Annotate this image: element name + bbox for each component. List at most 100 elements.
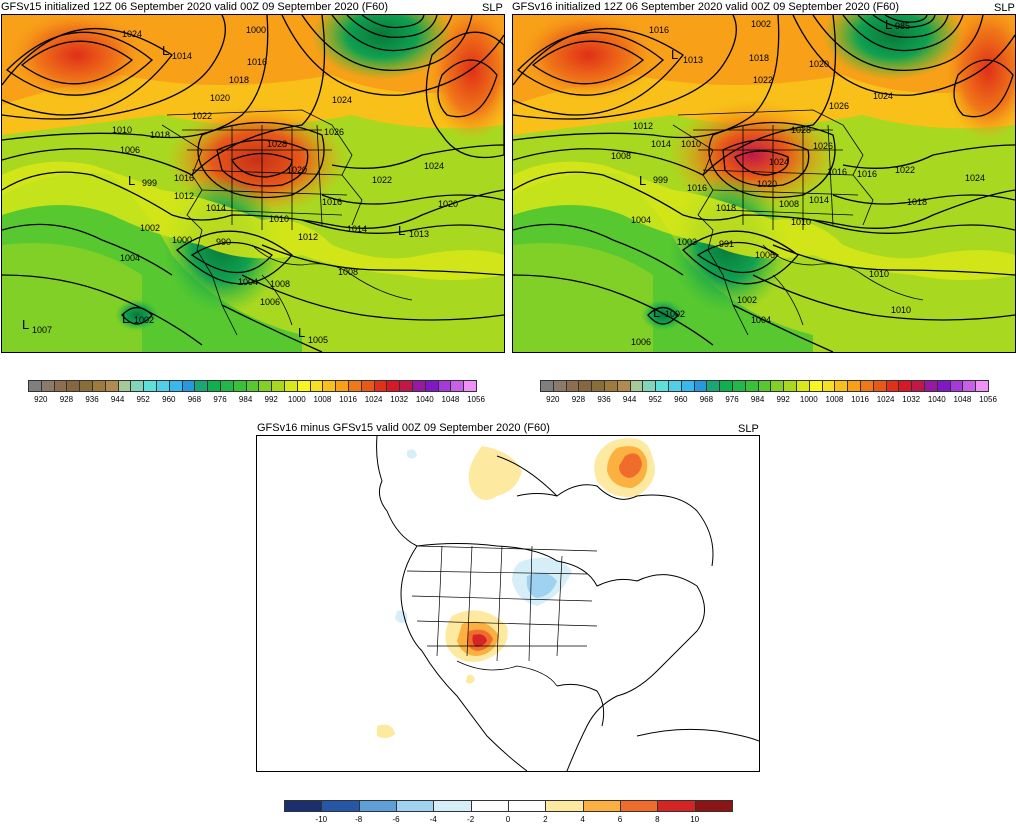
colorbar-swatch: [348, 380, 362, 392]
colorbar-tick-label: -6: [392, 815, 400, 824]
colorbar-swatch: [565, 380, 580, 392]
colorbar-swatch: [783, 380, 797, 392]
colorbar-tick-label: 10: [690, 815, 700, 824]
svg-text:1012: 1012: [298, 232, 318, 242]
colorbar-tick-label: 968: [187, 395, 202, 404]
svg-text:1022: 1022: [753, 75, 773, 85]
colorbar-swatch: [143, 380, 157, 392]
colorbar-swatch: [962, 380, 977, 392]
colorbar-swatch: [885, 380, 900, 392]
colorbar-tick-label: 1040: [927, 395, 946, 404]
colorbar-swatch: [642, 380, 657, 392]
svg-text:985: 985: [895, 21, 910, 31]
right-panel-variable: SLP: [994, 2, 1015, 14]
svg-text:1014: 1014: [809, 195, 829, 205]
colorbar-swatch: [117, 380, 132, 392]
colorbar-swatch: [808, 380, 823, 392]
colorbar-swatch: [757, 380, 772, 392]
colorbar-swatch: [271, 380, 285, 392]
svg-text:1008: 1008: [270, 279, 290, 289]
colorbar-swatch: [40, 380, 55, 392]
colorbar-tick-label: 1048: [953, 395, 972, 404]
colorbar-tick-label: 1024: [364, 395, 383, 404]
colorbar-swatch: [28, 380, 42, 392]
colorbar-swatch: [924, 380, 938, 392]
svg-text:1020: 1020: [287, 165, 307, 175]
colorbar-swatch: [582, 800, 621, 812]
svg-text:1022: 1022: [192, 111, 212, 121]
colorbar-tick-label: 8: [655, 815, 660, 824]
colorbar-swatch: [450, 380, 465, 392]
colorbar-tick-label: 1016: [339, 395, 357, 404]
svg-text:1010: 1010: [269, 214, 289, 224]
colorbar-swatch: [744, 380, 759, 392]
colorbar-swatch: [508, 800, 547, 812]
svg-text:1028: 1028: [791, 125, 811, 135]
right-panel-title: GFSv16 initialized 12Z 06 September 2020…: [512, 1, 900, 13]
colorbar-tick-label: 1024: [876, 395, 895, 404]
svg-text:L: L: [128, 173, 135, 188]
difference-map: [256, 435, 760, 772]
svg-text:L: L: [22, 317, 29, 332]
svg-text:1013: 1013: [683, 55, 703, 65]
svg-text:999: 999: [142, 178, 157, 188]
left-slp-colorbar: 920 928 936 944 952 960 968 976 984 992 1000 1008 10…: [28, 380, 485, 410]
colorbar-swatch: [911, 380, 925, 392]
colorbar-swatch: [258, 380, 273, 392]
colorbar-swatch: [821, 380, 836, 392]
colorbar-swatch: [693, 380, 708, 392]
colorbar-tick-label: 952: [136, 395, 150, 404]
svg-text:1024: 1024: [873, 91, 893, 101]
right-slp-colorbar: 920 928 936 944 952 960 968 976 984 992 1000 1008 10…: [540, 380, 997, 410]
colorbar-tick-label: 968: [699, 395, 714, 404]
svg-text:1018: 1018: [716, 203, 736, 213]
colorbar-swatch: [433, 800, 472, 812]
svg-text:1016: 1016: [649, 25, 669, 35]
colorbar-tick-label: 1000: [287, 395, 306, 404]
colorbar-swatch: [53, 380, 68, 392]
svg-text:1002: 1002: [665, 309, 685, 319]
colorbar-swatch: [732, 380, 746, 392]
colorbar-tick-label: 0: [505, 815, 511, 824]
colorbar-tick-label: 1008: [825, 395, 844, 404]
svg-text:999: 999: [653, 175, 668, 185]
colorbar-swatch: [207, 380, 221, 392]
svg-text:1004: 1004: [631, 215, 651, 225]
svg-text:1014: 1014: [172, 51, 192, 61]
svg-text:1012: 1012: [633, 121, 653, 131]
colorbar-swatch: [655, 380, 669, 392]
colorbar-tick-label: 984: [238, 395, 253, 404]
colorbar-tick-label: 4: [580, 815, 585, 824]
colorbar-tick-label: -10: [315, 815, 328, 824]
colorbar-swatch: [694, 800, 733, 812]
colorbar-tick-label: 1008: [313, 395, 332, 404]
colorbar-tick-label: -4: [429, 815, 437, 824]
left-panel-variable: SLP: [482, 2, 503, 14]
svg-text:1008: 1008: [338, 267, 358, 277]
colorbar-tick-label: 992: [264, 395, 278, 404]
svg-text:1016: 1016: [174, 173, 194, 183]
colorbar-swatch: [296, 380, 311, 392]
colorbar-swatch: [545, 800, 584, 812]
svg-text:1006: 1006: [120, 145, 140, 155]
svg-text:L: L: [122, 311, 129, 326]
colorbar-swatch: [847, 380, 861, 392]
svg-text:1026: 1026: [324, 127, 344, 137]
colorbar-swatch: [616, 380, 631, 392]
colorbar-tick-label: 1032: [390, 395, 409, 404]
colorbar-swatch: [770, 380, 785, 392]
svg-text:1024: 1024: [769, 157, 789, 167]
colorbar-tick-label: 936: [85, 395, 99, 404]
colorbar-swatch: [399, 380, 413, 392]
colorbar-swatch: [706, 380, 721, 392]
svg-text:1014: 1014: [347, 224, 367, 234]
colorbar-swatch: [194, 380, 209, 392]
colorbar-swatch: [949, 380, 964, 392]
colorbar-swatch: [680, 380, 695, 392]
svg-text:1006: 1006: [631, 337, 651, 347]
svg-text:1018: 1018: [150, 130, 170, 140]
svg-text:1024: 1024: [332, 95, 352, 105]
svg-text:1024: 1024: [122, 29, 142, 39]
svg-text:1010: 1010: [869, 269, 889, 279]
colorbar-tick-label: 928: [59, 395, 74, 404]
